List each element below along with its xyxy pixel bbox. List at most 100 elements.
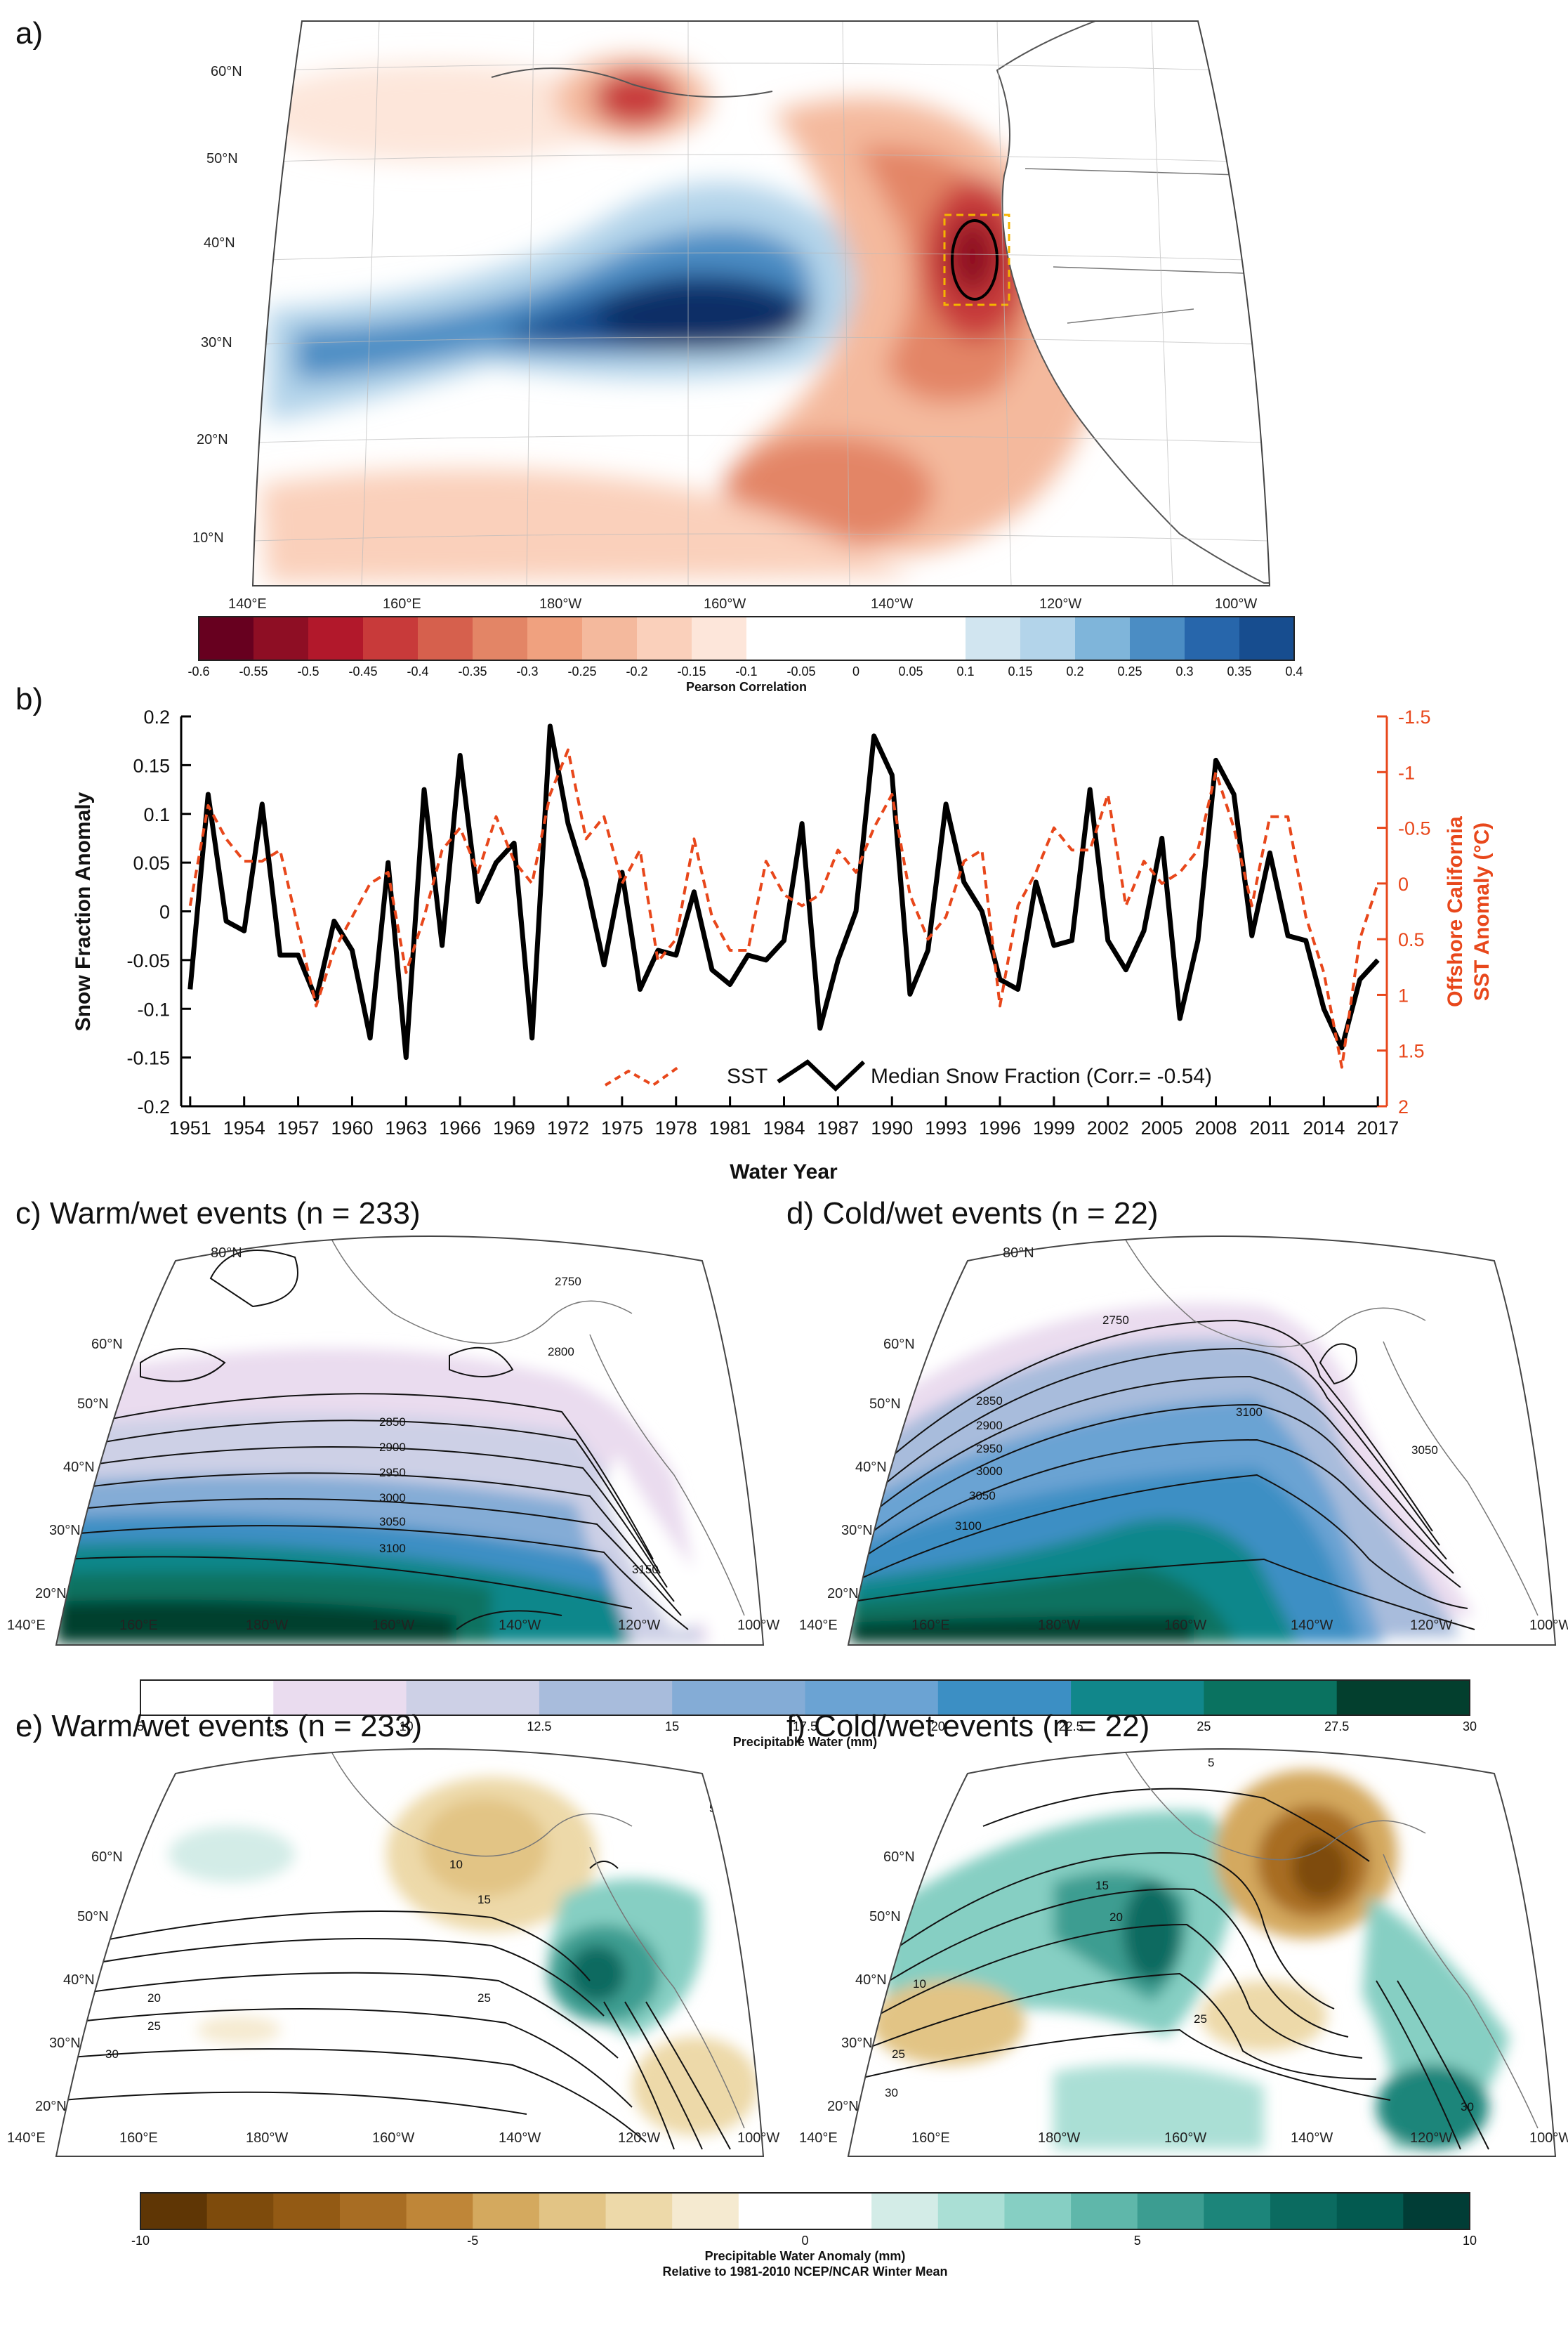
legend-snow-label: Median Snow Fraction (Corr.= -0.54) [871,1065,1212,1088]
lon-label: 180°W [1038,1618,1080,1633]
colorbar-a-swatch [692,617,747,660]
lat-label: 60°N [883,1849,915,1865]
lat-label: 40°N [855,1972,887,1988]
lon-label: 160°W [1164,1618,1206,1633]
lat-label: 30°N [841,2036,873,2051]
contour-label: 10 [913,1977,926,1991]
y-tick-label-right: -1.5 [1398,707,1431,728]
colorbar-ef-swatch [406,2193,473,2229]
y-tick-label: 0.1 [143,804,170,825]
colorbar-a-swatch [1130,617,1185,660]
colorbar-cd-tick: 25 [1197,1719,1211,1733]
x-tick-label: 1987 [817,1117,859,1139]
contour-label: 15 [477,1893,491,1906]
lat-label: 10°N [192,530,224,546]
lat-label: 30°N [841,1523,873,1538]
contour-label: 2800 [548,1345,574,1358]
y-tick-label: -0.15 [126,1048,170,1069]
y-axis-label-right-1: Offshore California [1444,816,1467,1007]
y-tick-label: -0.2 [137,1096,170,1117]
lat-label: 50°N [77,1396,109,1412]
colorbar-cd-tick: 10 [400,1719,414,1733]
contour-label: 10 [449,1858,463,1871]
colorbar-a-tick: -0.2 [626,664,647,679]
x-tick-label: 2011 [1249,1117,1290,1139]
panel-b-label: b) [15,682,43,716]
lat-label: 50°N [206,151,238,166]
colorbar-a-swatch [418,617,473,660]
x-axis-label: Water Year [730,1160,838,1184]
lat-label: 80°N [211,1245,242,1261]
lon-label: 140°W [1291,1618,1333,1633]
colorbar-ef-tick: 5 [1134,2234,1141,2248]
y-tick-label: -0.05 [126,950,170,971]
colorbar-a-swatch [253,617,309,660]
contour-label: 25 [477,1991,491,2005]
legend-snow-swatch [777,1059,866,1092]
contour-label: 2750 [555,1275,581,1288]
legend-sst-label: SST [727,1065,767,1088]
lat-label: 50°N [869,1909,901,1925]
colorbar-cd-swatch [1336,1680,1470,1715]
lat-label: 20°N [197,432,228,447]
colorbar-cd-tick: 12.5 [527,1719,551,1733]
lon-label: 140°E [228,596,267,612]
colorbar-ef-swatch [1403,2193,1470,2229]
lon-label: 100°W [1529,2130,1568,2146]
lat-label: 20°N [827,1586,859,1601]
colorbar-ef-subtitle: Relative to 1981-2010 NCEP/NCAR Winter M… [663,2264,948,2279]
x-tick-label: 1966 [439,1117,481,1139]
colorbar-a-swatch [801,617,857,660]
lat-label: 20°N [35,2099,67,2114]
legend: SST Median Snow Fraction (Corr.= -0.54) [604,1059,1212,1092]
colorbar-a-tick: -0.25 [567,664,596,679]
lon-label: 140°W [871,596,913,612]
panel-a-map: 60°N 50°N 40°N 30°N 20°N 10°N 140°E 160°… [192,20,1271,612]
colorbar-a-frame [198,616,1295,661]
lat-label: 60°N [91,1849,123,1865]
map-labels-cd: 80°N 60°N 50°N 40°N 30°N 20°N 140°E 160°E 180°W 1… [7,1245,1568,1633]
colorbar-a-swatch [527,617,583,660]
contour-label: 25 [1194,2012,1207,2026]
colorbar-ef-swatch [539,2193,607,2229]
colorbar-ef-swatch [1270,2193,1338,2229]
colorbar-ef-swatch [738,2193,805,2229]
x-tick-label: 1978 [655,1117,697,1139]
colorbar-ef: -10 -5 0 5 10 Precipitable Water Anomaly (mm)… [131,2192,1477,2279]
map-labels-ef: 60°N 50°N 40°N 30°N 20°N 140°E 160°E 180°W 160°W… [7,1849,1568,2146]
colorbar-a-swatch [911,617,966,660]
colorbar-ef-swatch [1071,2193,1138,2229]
lon-label: 160°E [911,2130,950,2146]
lat-label: 20°N [35,1586,67,1601]
contour-label: 3050 [969,1489,996,1502]
x-tick-label: 2002 [1087,1117,1129,1139]
colorbar-a-swatch [746,617,802,660]
colorbar-a-tick: -0.05 [786,664,815,679]
colorbar-cd-tick: 22.5 [1059,1719,1083,1733]
lon-label: 180°W [246,2130,288,2146]
lon-label: 100°W [1529,1618,1568,1633]
lon-label: 180°W [539,596,581,612]
lat-label: 40°N [855,1460,887,1475]
colorbar-ef-swatch [605,2193,673,2229]
colorbar-ef-swatch [1004,2193,1072,2229]
colorbar-ef-swatch [1204,2193,1271,2229]
colorbar-a-tick: 0.1 [956,664,974,679]
lat-label: 40°N [63,1972,95,1988]
contour-label: 30 [885,2086,898,2099]
panel-e-map: 10 10 15 20 25 30 25 5 [55,1748,765,2157]
colorbar-ef-swatch [1137,2193,1204,2229]
colorbar-cd-swatch [937,1680,1072,1715]
lat-label: 80°N [1003,1245,1034,1261]
colorbar-cd-tick: 20 [931,1719,945,1733]
colorbar-a-swatch [363,617,419,660]
lon-label: 140°E [799,2130,838,2146]
colorbar-ef-swatch [206,2193,274,2229]
colorbar-ef-tick: 0 [801,2234,808,2248]
contour-label: 25 [147,2019,161,2033]
lon-label: 160°E [119,1618,158,1633]
colorbar-a-swatch [473,617,528,660]
colorbar-a-swatch [1185,617,1240,660]
lon-label: 160°E [911,1618,950,1633]
colorbar-a-swatch [308,617,364,660]
